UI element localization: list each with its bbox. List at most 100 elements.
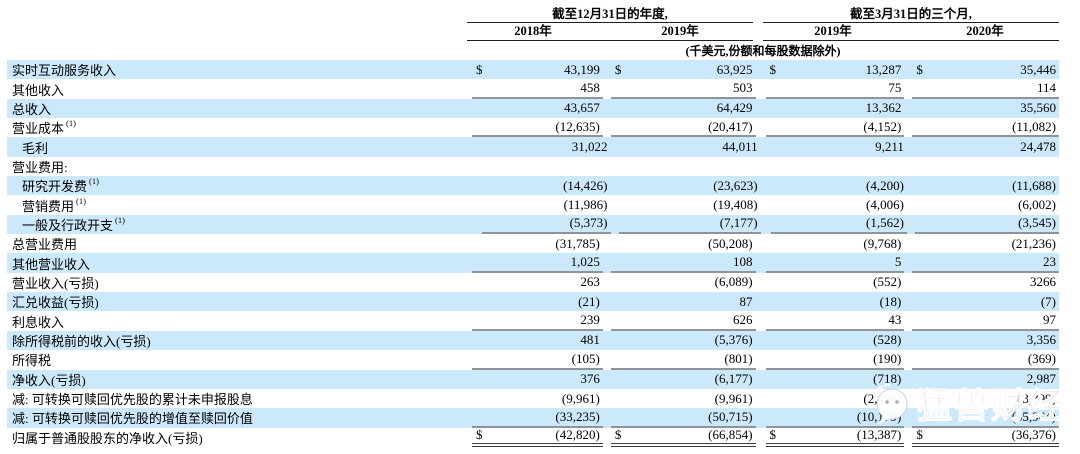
row-label-text: 汇兑收益(亏损) (12, 295, 99, 311)
table-body: 实时互动服务收入 $43,199 $63,925 $13,287 $35,446 其他收入… (7, 60, 1059, 447)
table-row: 所得税 (105) (801) (190) (369) (7, 350, 1059, 370)
value-cell: 5 (765, 253, 905, 273)
footnote-marker: (1) (66, 118, 76, 129)
currency-symbol: $ (476, 427, 483, 443)
table-row: 归属于普通股股东的净收入(亏损) $ (42,820) $ (66,854) $ (13,3… (7, 427, 1059, 447)
value-cell: 2,987 (912, 370, 1059, 389)
value: (9,961) (714, 390, 753, 406)
value-cell: (5,373) (482, 215, 611, 235)
value-cell: (6,089) (611, 273, 756, 292)
value: (369) (1027, 350, 1056, 366)
row-label: 营业收入(亏损) (7, 273, 472, 292)
annual-years-group: 2018年 2019年 (467, 23, 753, 41)
value-cell: (9,768) (766, 234, 905, 253)
currency-symbol: $ (916, 61, 923, 77)
value-cell: (1,562) (770, 215, 907, 235)
table-row: 减: 可转换可赎回优先股的累计未申报股息 (9,961) (9,961) (2,490… (7, 389, 1059, 408)
value: 24,478 (1020, 139, 1056, 155)
value: 239 (580, 312, 600, 328)
value-cell: 1,025 (472, 253, 603, 273)
value-cell: (12,635) (472, 118, 603, 138)
value-cell: 13,362 (766, 99, 905, 118)
table-row: 汇兑收益(亏损) (21) 87 (18) (7) (7, 292, 1059, 312)
value: 44,011 (722, 139, 758, 155)
row-label-text: 营业费用: (12, 159, 68, 175)
value-cell: 23 (912, 253, 1059, 273)
value-cell: (9,961) (472, 389, 603, 408)
row-label-text: 其他营业收入 (12, 256, 91, 272)
row-label: 减: 可转换可赎回优先股的增值至赎回价值 (7, 408, 472, 427)
value: 35,560 (1020, 100, 1056, 116)
value: (9,768) (863, 235, 902, 251)
row-label: 实时互动服务收入 (7, 60, 472, 79)
value: 503 (733, 80, 753, 96)
value: (11,986) (563, 197, 608, 213)
row-label-text: 净收入(亏损) (12, 372, 86, 388)
value: 626 (733, 312, 753, 328)
value: 481 (580, 332, 600, 348)
value-cell: 481 (472, 331, 603, 350)
table-row: 净收入(亏损) 376 (6,177) (718) 2,987 (7, 369, 1059, 389)
value-cell: 503 (610, 79, 756, 99)
value-cell: $ (36,376) (912, 427, 1059, 447)
value-cell: (50,208) (611, 234, 756, 253)
row-label-text: 营业成本 (12, 121, 65, 137)
row-label: 毛利 (7, 137, 482, 156)
table-row: 实时互动服务收入 $43,199 $63,925 $13,287 $35,446 (7, 60, 1059, 80)
value: 5 (894, 254, 902, 270)
value-cell: (9,961) (611, 389, 756, 408)
table-row: 除所得税前的收入(亏损) 481 (5,376) (528) 3,356 (7, 330, 1059, 351)
row-label: 减: 可转换可赎回优先股的累计未申报股息 (7, 389, 472, 408)
value: (7,177) (719, 215, 758, 231)
value: 13,287 (865, 61, 902, 77)
value-cell: (4,200) (771, 176, 907, 195)
value-cell: $ (42,820) (472, 427, 603, 447)
value-cell: (369) (912, 350, 1059, 370)
value-cell: 44,011 (619, 137, 761, 156)
value: (11,082) (1012, 118, 1056, 134)
value: (6,002) (1018, 197, 1056, 213)
quarterly-years-group: 2019年 2020年 (763, 23, 1059, 41)
value-cell: (14,426) (482, 176, 611, 195)
currency-symbol: $ (916, 427, 923, 443)
row-label-text: 所得税 (12, 353, 52, 369)
value: (35,964) (1011, 408, 1056, 424)
value: 108 (733, 254, 753, 270)
value-cell: 626 (610, 311, 756, 331)
row-label: 净收入(亏损) (7, 370, 472, 389)
row-label-text: 总收入 (12, 101, 52, 117)
footnote-marker: (1) (115, 215, 125, 226)
row-label-text: 营业收入(亏损) (12, 275, 99, 291)
value-cell: (10,179) (765, 408, 905, 428)
value-cell: (50,715) (610, 408, 756, 428)
column-header-2018: 2018年 (514, 24, 552, 38)
row-label-text: 营销费用 (22, 198, 75, 214)
row-label: 总收入 (7, 99, 472, 118)
table-row: 营业收入(亏损) 263 (6,089) (552) 3266 (7, 273, 1059, 292)
column-header-2019: 2019年 (661, 24, 699, 38)
column-group-quarterly-title: 截至3月31日的三个月, (763, 6, 1059, 23)
value: (9,961) (561, 390, 600, 406)
value: 13,362 (865, 100, 902, 116)
value-cell: (718) (766, 370, 905, 389)
value-cell: $13,287 (766, 60, 905, 79)
value-cell: (6,177) (611, 370, 756, 389)
value-cell: (3,545) (914, 215, 1059, 235)
row-label: 除所得税前的收入(亏损) (7, 331, 472, 350)
value: (1,562) (866, 215, 904, 231)
value-cell: $ (13,387) (765, 427, 905, 447)
table-row: 营业成本 (1) (12,635) (20,417) (4,152) (11,082) (7, 118, 1059, 138)
label-column-spacer (7, 6, 467, 23)
value-cell: $35,446 (912, 60, 1059, 79)
value-cell: $43,199 (472, 60, 603, 79)
value-cell: 75 (765, 79, 905, 99)
value-cell: (6,002) (915, 195, 1059, 214)
column-group-annual-title: 截至12月31日的年度, (467, 6, 753, 23)
value: (6,089) (714, 274, 753, 290)
value-cell: (11,986) (482, 195, 611, 214)
year-header-row: 2018年 2019年 2019年 2020年 (7, 23, 1059, 41)
value: 43,199 (564, 61, 600, 77)
row-label: 总营业费用 (7, 234, 472, 253)
value: (12,635) (555, 118, 600, 134)
row-label-text: 实时互动服务收入 (12, 63, 117, 79)
